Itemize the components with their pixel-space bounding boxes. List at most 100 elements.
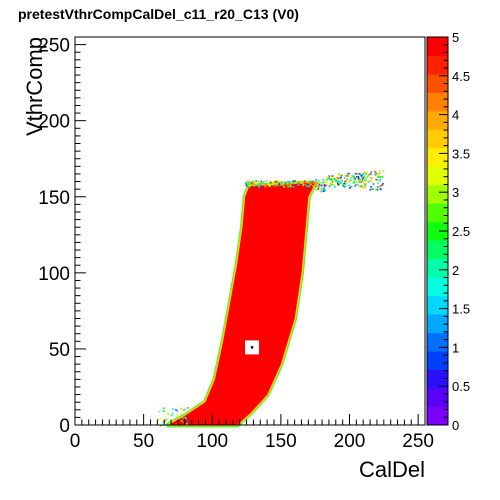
heatmap-fringe-cell — [180, 419, 183, 422]
chart-title: pretestVthrCompCalDel_c11_r20_C13 (V0) — [18, 6, 299, 22]
heatmap-fringe-cell — [165, 418, 168, 421]
heatmap-noise-cell — [344, 177, 346, 179]
heatmap-noise-cell — [334, 186, 336, 188]
colorbar-segment — [427, 369, 448, 389]
heatmap-noise-cell — [364, 176, 367, 179]
heatmap-noise-cell — [325, 184, 328, 187]
heatmap-fringe-cell — [314, 181, 316, 183]
heatmap-fringe-cell — [270, 183, 272, 185]
heatmap-fringe-cell — [265, 180, 268, 182]
heatmap-fringe-cell — [247, 182, 250, 184]
x-tick-label: 0 — [70, 431, 81, 452]
heatmap-noise-cell — [364, 183, 366, 185]
heatmap-fringe-cell — [296, 180, 299, 182]
colorbar-tick-label: 0.5 — [452, 379, 470, 394]
heatmap-noise-cell — [370, 186, 372, 188]
heatmap-noise-cell — [374, 170, 376, 173]
heatmap-fringe-cell — [305, 182, 307, 185]
heatmap-fringe-cell — [297, 184, 300, 186]
heatmap-noise-cell — [344, 184, 346, 186]
heatmap-noise-cell — [372, 183, 375, 185]
heatmap-noise-cell — [340, 180, 343, 183]
heatmap-fringe-cell — [277, 183, 279, 186]
heatmap-fringe-cell — [292, 186, 295, 188]
y-axis-label: VthrComp — [22, 37, 47, 136]
x-tick-label: 150 — [265, 431, 297, 452]
heatmap-noise-cell — [370, 171, 373, 173]
heatmap-noise-cell — [334, 181, 337, 183]
heatmap-fringe-cell — [286, 182, 288, 185]
heatmap-fringe-cell — [252, 183, 255, 186]
heatmap-noise-cell — [316, 182, 319, 185]
heatmap-fringe-cell — [272, 181, 275, 183]
colorbar-tick-label: 2.5 — [452, 224, 470, 239]
heatmap-noise-cell — [345, 180, 347, 182]
heatmap-fringe-cell — [262, 182, 264, 184]
heatmap-noise-cell — [355, 176, 358, 178]
heatmap-fringe-cell — [284, 181, 286, 183]
heatmap-noise-cell — [324, 181, 326, 183]
heatmap-fringe-cell — [246, 180, 249, 183]
heatmap-noise-cell — [354, 173, 357, 175]
heatmap-noise-cell — [322, 183, 324, 185]
heatmap-fringe-cell — [280, 184, 283, 186]
heatmap-noise-cell — [366, 175, 369, 178]
heatmap-noise-cell — [361, 178, 364, 181]
heatmap-noise-cell — [381, 176, 384, 178]
heatmap-noise-cell — [361, 177, 363, 179]
heatmap-noise-cell — [340, 178, 342, 180]
heatmap-noise-cell — [379, 178, 382, 181]
heatmap-fringe-cell — [162, 410, 165, 412]
heatmap-fringe-cell — [268, 183, 270, 186]
heatmap-noise-cell — [362, 181, 365, 184]
heatmap-fringe-cell — [247, 184, 250, 187]
heatmap-noise-cell — [353, 180, 356, 183]
heatmap-noise-cell — [348, 172, 350, 175]
heatmap-noise-cell — [353, 182, 356, 184]
heatmap-noise-cell — [369, 173, 372, 175]
heatmap-fringe-cell — [268, 185, 270, 187]
heatmap-noise-cell — [331, 180, 334, 183]
heatmap-fringe-cell — [288, 182, 291, 185]
heatmap-fringe-cell — [247, 183, 249, 185]
heatmap-noise-cell — [319, 180, 321, 183]
heatmap-fringe-cell — [181, 421, 184, 423]
colorbar-segment — [427, 147, 448, 167]
heatmap-noise-cell — [345, 182, 347, 185]
heatmap-noise-cell — [317, 185, 319, 187]
colorbar-tick-label: 4.5 — [452, 69, 470, 84]
heatmap-noise-cell — [351, 175, 353, 177]
heatmap-noise-cell — [359, 181, 362, 184]
heatmap-fringe-cell — [186, 423, 188, 425]
heatmap-noise-cell — [328, 175, 330, 177]
heatmap-noise-cell — [332, 175, 335, 177]
heatmap-fringe-cell — [245, 184, 248, 187]
heatmap-noise-cell — [352, 175, 354, 177]
heatmap-noise-cell — [348, 184, 350, 187]
heatmap-fringe-cell — [278, 180, 280, 182]
heatmap-fringe-cell — [255, 180, 258, 182]
heatmap-fringe-cell — [176, 410, 179, 412]
heatmap-fringe-cell — [280, 180, 283, 183]
heatmap-noise-cell — [360, 175, 363, 177]
heatmap-noise-cell — [345, 179, 348, 181]
heatmap-noise-cell — [365, 173, 368, 175]
heatmap-fringe-cell — [184, 408, 186, 411]
heatmap-fringe-cell — [277, 181, 279, 184]
heatmap-noise-cell — [343, 182, 346, 185]
colorbar-tick-label: 3 — [452, 185, 459, 200]
colorbar-segment — [427, 388, 448, 407]
heatmap-noise-cell — [356, 178, 359, 181]
heatmap-noise-cell — [337, 183, 340, 186]
heatmap-noise-cell — [357, 176, 360, 178]
heatmap-noise-cell — [375, 172, 377, 174]
heatmap-fringe-cell — [251, 180, 254, 183]
heatmap-fringe-cell — [303, 185, 306, 187]
heatmap-noise-cell — [358, 179, 361, 182]
heatmap-noise-cell — [315, 188, 318, 191]
heatmap-fringe-cell — [296, 183, 299, 185]
heatmap-noise-cell — [326, 176, 328, 178]
heatmap-noise-cell — [378, 174, 381, 177]
heatmap-noise-cell — [334, 177, 336, 180]
heatmap-fringe-cell — [292, 182, 295, 184]
